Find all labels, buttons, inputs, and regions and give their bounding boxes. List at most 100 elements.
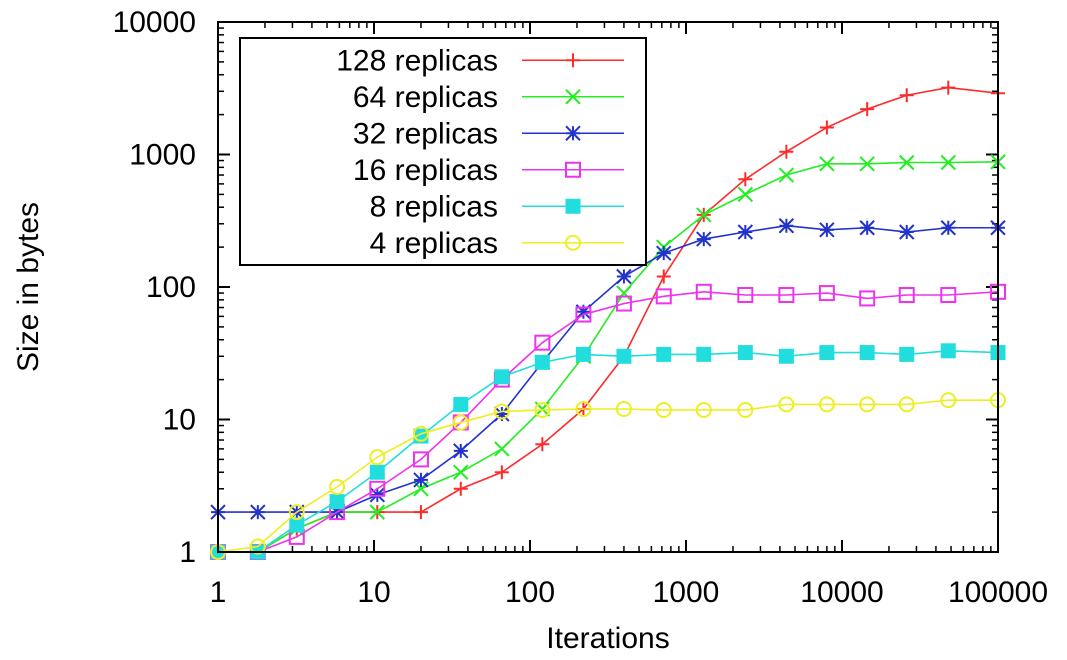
x-tick-label: 1000 [653,576,720,609]
data-point [778,287,795,304]
data-point [655,288,672,305]
data-point [616,348,632,364]
data-point [859,396,876,413]
data-point [494,369,510,385]
series-line [218,349,999,553]
data-point [695,401,712,418]
data-point [453,464,469,480]
data-point [818,285,835,302]
y-tick-label: 10 [163,404,196,437]
data-point [940,287,957,304]
plot-frame [217,21,999,553]
x-tick-label: 10000 [800,576,883,609]
data-point [819,345,835,361]
data-point [737,287,754,304]
data-point [575,401,592,418]
data-point [737,224,754,240]
data-point [494,465,509,480]
data-point [453,481,468,496]
legend-marker [565,89,581,105]
data-point [615,401,632,418]
data-point [413,472,429,488]
data-point [289,517,305,533]
legend-box [239,37,647,266]
data-point [737,401,754,418]
legend-marker [566,53,580,68]
data-point [369,480,386,497]
data-point [288,504,305,521]
data-point [779,144,794,159]
data-point [819,156,835,172]
data-point [534,334,551,351]
data-point [778,348,794,364]
series-5 [210,392,1006,560]
data-point [737,345,753,361]
data-point [453,396,469,412]
x-tick-label: 1 [210,576,227,609]
data-point [899,154,915,171]
x-tick-label: 100 [505,576,555,609]
data-point [452,414,469,431]
series-3 [210,283,1006,560]
data-point [494,406,510,422]
data-point [329,478,346,495]
data-point [369,449,386,466]
data-point [534,354,550,370]
data-point [738,172,753,187]
tick-labels: 1 10 100 1000 10000 100000 1 10 100 1000 10000 [113,6,1048,609]
data-point [899,88,914,103]
data-point [534,401,551,418]
y-axis-label: Size in bytes [12,202,45,372]
data-point [696,207,712,223]
data-point [575,304,592,320]
legend-marker [565,198,581,214]
data-point [656,245,672,261]
legend-marker [565,125,581,141]
data-point [819,222,835,238]
data-point [615,295,632,312]
data-point [737,186,754,203]
data-point [898,287,915,304]
data-point [860,102,875,117]
legend-label: 32 replicas [353,117,498,150]
data-point [696,231,712,247]
legend-label: 128 replicas [336,44,498,77]
data-point [859,290,876,307]
data-point [453,443,469,459]
series-line [218,224,998,513]
data-point [898,396,915,413]
y-tick-label: 100 [146,271,196,304]
data-point [369,464,385,480]
data-point [778,218,795,234]
data-point [778,396,795,413]
data-point [494,441,510,457]
legend-label: 4 replicas [370,227,498,260]
data-point [413,505,428,520]
data-point [941,80,956,95]
y-tick-label: 1 [179,536,196,569]
data-point [696,346,712,362]
data-point [940,392,957,409]
data-point [329,494,345,510]
data-point [899,346,915,362]
legend-label: 8 replicas [370,190,498,223]
data-point [940,343,956,359]
data-point [493,403,510,420]
x-tick-label: 100000 [948,576,1048,609]
x-tick-label: 10 [357,576,390,609]
data-point [655,401,672,418]
data-point [412,451,429,468]
data-point [940,220,956,236]
data-point [575,306,592,323]
legend-label: 64 replicas [353,81,498,114]
data-point [616,285,632,301]
data-point [250,504,266,520]
data-point [859,345,875,361]
data-point [369,504,386,520]
data-point [778,167,795,183]
legend-marker [565,234,581,251]
y-tick-label: 1000 [129,139,196,172]
